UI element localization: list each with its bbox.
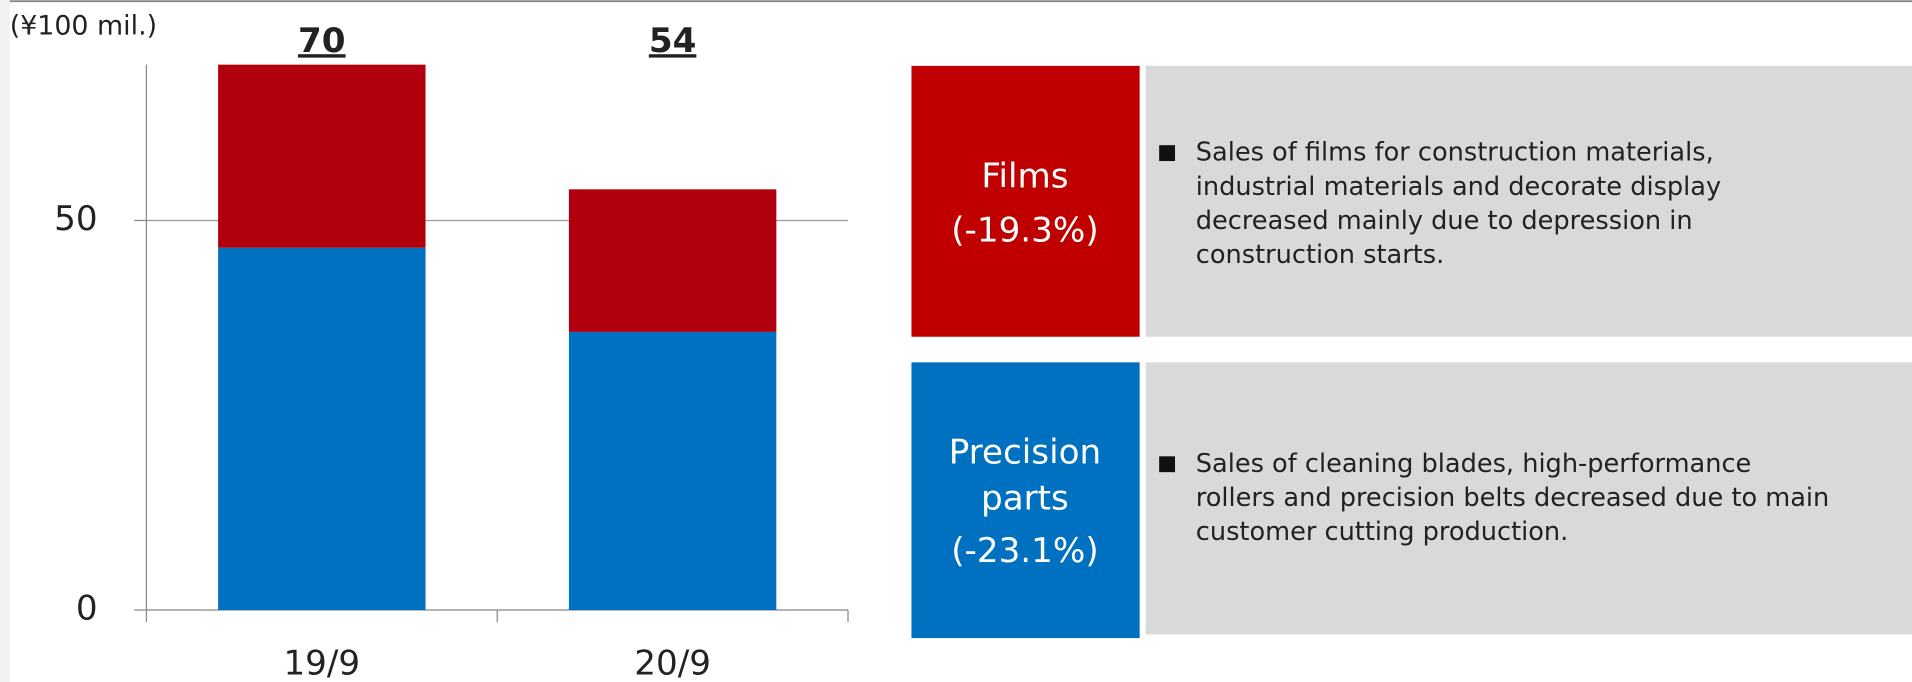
panel-text: Sales of films for construction material… (1196, 138, 1714, 168)
y-tick-label: 50 (54, 199, 97, 239)
total-label: 54 (649, 21, 697, 61)
x-tick-label: 19/9 (283, 643, 360, 682)
panel-text: Sales of cleaning blades, high-performan… (1196, 449, 1752, 479)
panel-text: rollers and precision belts decreased du… (1196, 483, 1830, 513)
panel-label: (-19.3%) (951, 210, 1098, 250)
panel-label-box (911, 65, 1140, 337)
panel-label: Films (981, 157, 1068, 197)
total-label: 70 (298, 21, 346, 61)
panel-text: industrial materials and decorate displa… (1196, 172, 1721, 202)
bullet (1159, 145, 1176, 162)
panel-label: parts (981, 479, 1069, 519)
left-strip (0, 0, 10, 682)
y-tick-label: 0 (76, 589, 98, 629)
bar-segment (568, 189, 777, 332)
bar-segment (568, 331, 777, 611)
panel-label-box (911, 362, 1140, 639)
x-tick-label: 20/9 (634, 643, 711, 682)
panel-text-box (1145, 65, 1912, 337)
panel-label: Precision (949, 432, 1101, 472)
bullet (1159, 456, 1176, 473)
panel-text: decreased mainly due to depression in (1196, 206, 1693, 236)
panel-label: (-23.1%) (951, 531, 1098, 571)
bar-segment (218, 64, 426, 248)
bar-segment (218, 247, 426, 611)
panel-text: construction starts. (1196, 240, 1445, 270)
panel-text-box (1145, 362, 1912, 635)
panel-text: customer cutting production. (1196, 517, 1569, 547)
unit-label: (¥100 mil.) (10, 10, 157, 41)
